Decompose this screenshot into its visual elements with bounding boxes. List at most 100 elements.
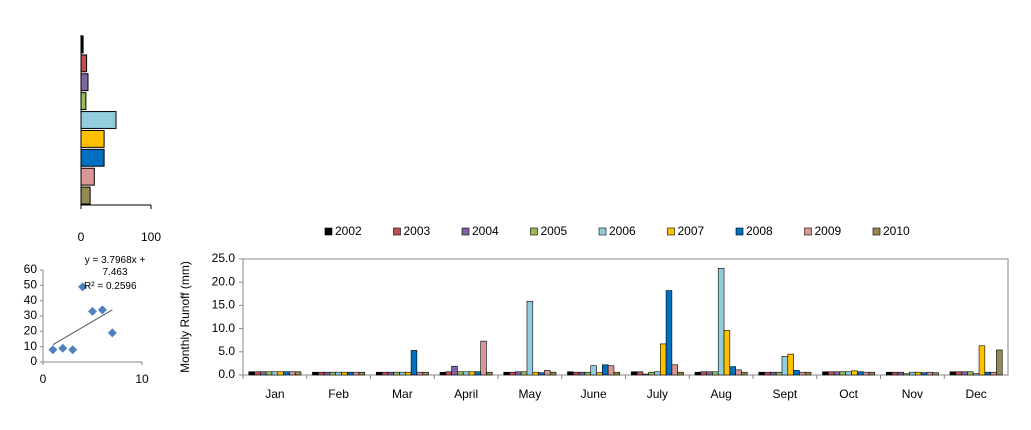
bar — [781, 356, 789, 376]
bar — [712, 371, 719, 376]
bar — [961, 371, 968, 376]
y-tick-label: 20 — [24, 324, 38, 338]
y-tick-label: 0 — [30, 354, 37, 368]
x-tick-label: Nov — [902, 387, 923, 401]
bar — [80, 54, 88, 73]
bar — [265, 371, 273, 376]
r-squared: R² = 0.2596 — [84, 281, 137, 292]
legend-label: 2003 — [404, 224, 431, 238]
bar — [642, 373, 649, 376]
point — [78, 282, 88, 292]
point — [58, 343, 68, 353]
bar — [636, 371, 644, 376]
bar — [254, 371, 261, 376]
trendline — [52, 309, 113, 346]
legend-swatch — [735, 227, 744, 236]
bar — [439, 371, 447, 376]
x-tick-label: 100 — [141, 230, 161, 244]
bar — [857, 371, 864, 376]
bar — [665, 290, 673, 376]
bar — [80, 167, 95, 186]
bar — [949, 371, 957, 376]
bar — [80, 148, 105, 167]
bar — [648, 371, 655, 376]
y-tick-label: 10.0 — [212, 321, 236, 335]
bar — [827, 371, 835, 376]
bar — [381, 371, 389, 376]
bar — [410, 350, 418, 376]
y-tick-label: 0.0 — [218, 367, 235, 381]
bar — [312, 371, 319, 376]
bar — [509, 371, 516, 376]
legend-label: 2006 — [609, 224, 636, 238]
bar — [972, 373, 980, 376]
bar — [347, 371, 354, 376]
plot-area — [242, 258, 1009, 376]
bar — [544, 370, 551, 376]
bar — [706, 371, 713, 376]
bar — [538, 372, 545, 376]
x-tick-label: 10 — [135, 372, 149, 386]
x-tick-label: Oct — [839, 387, 858, 401]
bar — [416, 371, 424, 376]
bar — [248, 371, 255, 376]
bar — [677, 371, 684, 376]
legend-label: 2002 — [335, 224, 362, 238]
x-tick-label: 0 — [40, 372, 47, 386]
legend-label: 2007 — [678, 224, 705, 238]
y-tick-label: 20.0 — [212, 274, 236, 288]
bar — [602, 364, 609, 376]
legend-swatch — [804, 227, 812, 236]
bar — [758, 371, 765, 376]
bar — [393, 371, 400, 376]
bar — [996, 349, 1003, 376]
bar — [793, 370, 800, 376]
legend-label: 2004 — [472, 224, 499, 238]
bar — [868, 371, 876, 376]
bar — [659, 343, 667, 376]
bar — [723, 330, 731, 376]
point — [68, 345, 78, 355]
y-tick-label: 5.0 — [218, 344, 235, 358]
bar — [694, 371, 702, 376]
bar — [804, 371, 812, 376]
bar — [926, 371, 934, 376]
legend-label: 2010 — [883, 224, 910, 238]
bar — [654, 371, 661, 376]
bar — [584, 371, 592, 376]
x-tick-label: Mar — [392, 387, 413, 401]
bar — [671, 364, 679, 376]
bar — [80, 186, 91, 205]
bar — [317, 371, 325, 376]
bar — [549, 371, 557, 376]
x-tick-label: June — [581, 387, 607, 401]
bar — [717, 267, 725, 376]
bar — [404, 371, 412, 376]
bar — [967, 371, 974, 376]
bar — [920, 372, 928, 376]
bar — [822, 371, 829, 376]
bar — [990, 371, 997, 376]
x-tick-label: May — [519, 387, 542, 401]
legend-swatch — [530, 227, 538, 236]
x-tick-label: April — [454, 387, 478, 401]
bar — [399, 371, 406, 376]
bar — [80, 111, 117, 129]
bar — [445, 371, 452, 376]
bar — [468, 371, 476, 376]
bar — [341, 371, 348, 376]
bar — [735, 369, 742, 376]
bar — [891, 371, 899, 376]
legend-label: 2008 — [746, 224, 773, 238]
bar — [741, 371, 748, 376]
bar — [775, 371, 783, 376]
bar — [80, 73, 89, 92]
point — [88, 306, 97, 316]
bar — [955, 371, 962, 376]
legend-swatch — [598, 227, 607, 236]
bar — [567, 371, 574, 376]
point — [107, 328, 117, 338]
y-tick-label: 50 — [24, 278, 38, 292]
